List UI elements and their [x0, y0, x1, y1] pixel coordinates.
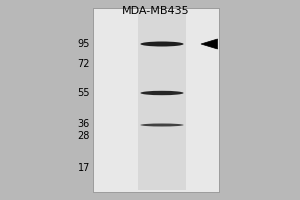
FancyBboxPatch shape	[93, 8, 219, 192]
Text: 55: 55	[77, 88, 90, 98]
Text: 72: 72	[77, 59, 90, 69]
Text: 28: 28	[78, 131, 90, 141]
Text: 17: 17	[78, 163, 90, 173]
Text: 95: 95	[78, 39, 90, 49]
FancyBboxPatch shape	[138, 10, 186, 190]
Ellipse shape	[140, 91, 184, 95]
Text: 36: 36	[78, 119, 90, 129]
Ellipse shape	[140, 42, 184, 46]
Text: MDA-MB435: MDA-MB435	[122, 6, 190, 16]
Ellipse shape	[140, 123, 184, 127]
Polygon shape	[201, 39, 217, 49]
